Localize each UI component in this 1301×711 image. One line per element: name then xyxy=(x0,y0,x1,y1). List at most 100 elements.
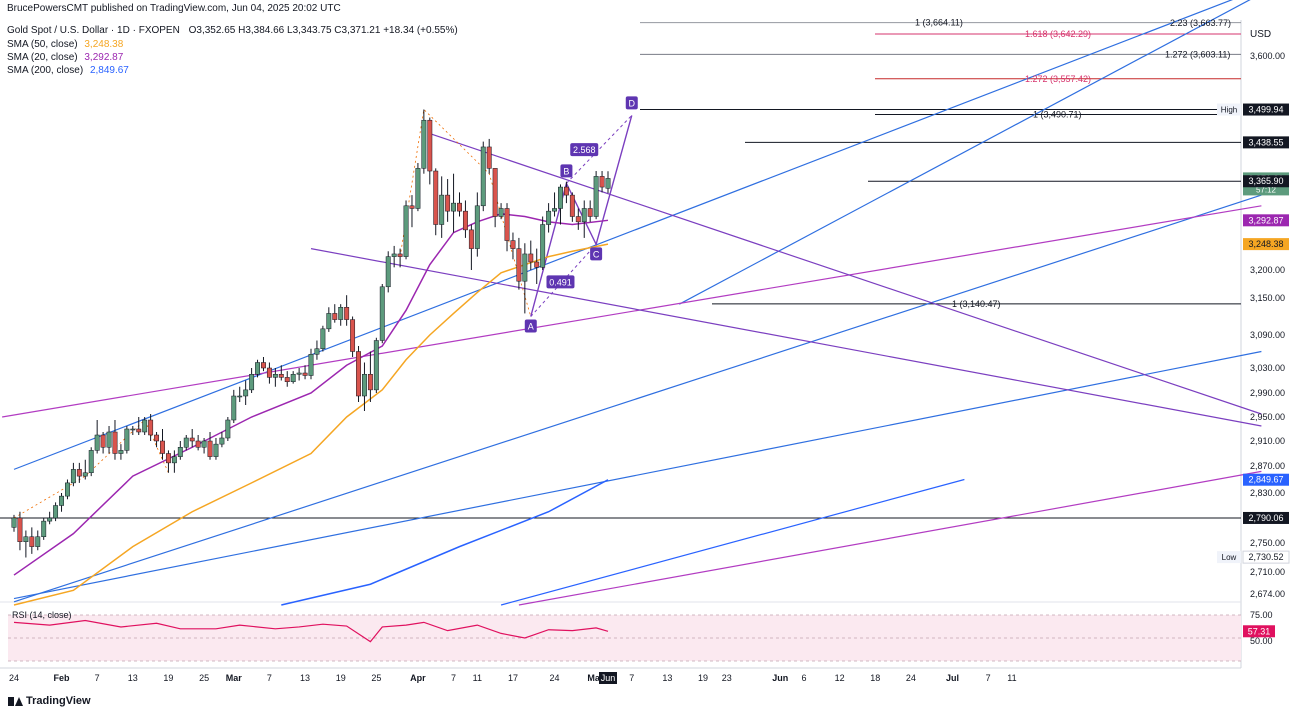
symbol-ohlc-line: Gold Spot / U.S. Dollar · 1D · FXOPEN O3… xyxy=(7,24,458,37)
candle-body xyxy=(534,261,540,268)
time-axis-tick: 12 xyxy=(835,673,845,683)
pattern-point-marker xyxy=(590,247,603,261)
time-axis-tick: 19 xyxy=(698,673,708,683)
candle-body xyxy=(160,440,165,454)
candle-body xyxy=(290,374,296,382)
pattern-point-marker xyxy=(560,164,573,178)
time-axis-tick: Mar xyxy=(226,673,243,683)
candle-body xyxy=(457,202,462,212)
candle-body xyxy=(433,170,439,225)
time-axis-tick: 25 xyxy=(199,673,209,683)
candle-body xyxy=(53,505,59,519)
current-date-label: Jun xyxy=(601,673,616,683)
countdown-label: 57:12 xyxy=(1256,185,1277,194)
candle-body xyxy=(350,319,356,352)
candle-body xyxy=(59,495,64,506)
ohlc-values: O3,352.65 H3,384.66 L3,343.75 C3,371.21 … xyxy=(188,25,458,36)
price-axis-tick: 3,600.00 xyxy=(1250,51,1285,61)
price-tag xyxy=(1243,511,1289,524)
candle-body xyxy=(563,186,569,196)
price-tag xyxy=(1243,238,1289,251)
sma50-line xyxy=(13,243,609,606)
price-tag-badge xyxy=(1217,103,1241,116)
candle-body xyxy=(94,434,100,451)
time-axis-tick: Jun xyxy=(772,673,788,683)
candle-body xyxy=(516,248,522,282)
time-axis-tick: 24 xyxy=(9,673,19,683)
price-axis-tick: 2,750.00 xyxy=(1250,538,1285,548)
level-label: 1.618 (3,642.29) xyxy=(1025,29,1091,39)
time-axis-tick: 7 xyxy=(986,673,991,683)
candle-body xyxy=(552,208,557,212)
pattern-point-marker xyxy=(524,319,537,333)
trend-line xyxy=(13,350,1262,600)
sma50-legend[interactable]: SMA (50, close) 3,248.38 xyxy=(7,38,123,51)
abcd-ratio-line xyxy=(566,115,633,184)
trend-line xyxy=(500,478,965,606)
time-axis-tick: 7 xyxy=(95,673,100,683)
pattern-point-label: C xyxy=(593,249,600,259)
candle-body xyxy=(225,419,231,439)
tradingview-logo[interactable]: TradingView xyxy=(8,695,91,707)
sma20-legend[interactable]: SMA (20, close) 3,292.87 xyxy=(7,51,123,64)
candle-body xyxy=(546,210,552,225)
sma200-value: 2,849.67 xyxy=(89,65,129,76)
price-axis-tick: 2,910.00 xyxy=(1250,436,1285,446)
candle-body xyxy=(47,517,53,522)
candle-body xyxy=(332,313,338,320)
price-tag-label: 2,790.06 xyxy=(1248,513,1283,523)
trend-line xyxy=(2,205,1262,418)
swing-dotted-line xyxy=(13,419,169,519)
candle-body xyxy=(528,253,534,263)
trend-line xyxy=(13,194,1262,603)
price-axis-tick: 2,990.00 xyxy=(1250,388,1285,398)
candle-body xyxy=(118,450,124,454)
candle-body xyxy=(492,168,498,217)
candle-body xyxy=(599,176,605,188)
candle-body xyxy=(100,434,106,448)
candle-body xyxy=(462,210,468,231)
price-tag-label: 3,248.38 xyxy=(1248,239,1283,249)
candle-body xyxy=(605,178,611,189)
level-label: 1 (3,664.11) xyxy=(915,18,963,28)
price-axis-tick: 3,200.00 xyxy=(1250,265,1285,275)
sma200-line xyxy=(281,479,609,606)
candle-body xyxy=(189,437,195,442)
candle-body xyxy=(439,194,445,225)
rsi-value-tag xyxy=(1243,625,1275,638)
price-tag-label: 3,438.55 xyxy=(1248,137,1283,147)
candle-body xyxy=(480,146,486,207)
candle-body xyxy=(154,434,160,442)
sma200-legend[interactable]: SMA (200, close) 2,849.67 xyxy=(7,64,129,77)
candle-body xyxy=(148,419,154,436)
candle-body xyxy=(427,119,433,172)
price-tag-badge xyxy=(1217,551,1241,564)
candle-body xyxy=(320,328,326,350)
candle-body xyxy=(373,340,379,391)
candle-body xyxy=(266,367,272,378)
rsi-value-label: 57.31 xyxy=(1248,626,1271,636)
time-axis-tick: 7 xyxy=(451,673,456,683)
price-axis-tick: 3,090.00 xyxy=(1250,330,1285,340)
candle-body xyxy=(231,395,237,421)
sma20-label: SMA (20, close) xyxy=(7,52,78,63)
price-tag-label: 3,365.90 xyxy=(1248,176,1283,186)
rsi-label: RSI (14, close) xyxy=(12,610,72,620)
price-axis-tick: 2,950.00 xyxy=(1250,412,1285,422)
currency-label[interactable]: USD xyxy=(1250,29,1272,40)
rsi-line xyxy=(13,619,609,643)
trend-line xyxy=(518,470,1262,606)
price-tag xyxy=(1243,103,1289,116)
candle-body xyxy=(112,431,118,454)
level-label: 1.272 (3,557.42) xyxy=(1025,74,1091,84)
tradingview-icon xyxy=(8,696,23,706)
candle-body xyxy=(65,482,70,497)
candle-body xyxy=(308,354,314,376)
price-axis-tick: 3,150.00 xyxy=(1250,293,1285,303)
candle-body xyxy=(540,224,546,268)
publisher-line: BrucePowersCMT published on TradingView.… xyxy=(7,3,341,14)
candle-body xyxy=(409,205,415,209)
candle-body xyxy=(195,440,201,448)
sma50-label: SMA (50, close) xyxy=(7,39,78,50)
